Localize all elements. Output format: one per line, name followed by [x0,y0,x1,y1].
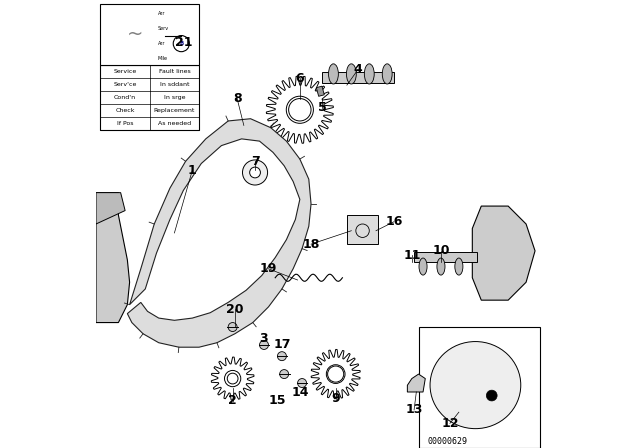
Text: Replacement: Replacement [154,108,195,113]
Text: Arr: Arr [157,11,165,16]
Circle shape [227,373,238,384]
Bar [100,4,199,65]
Text: 8: 8 [233,92,241,105]
Text: 2: 2 [228,394,237,408]
Text: 6: 6 [296,72,304,85]
Polygon shape [96,193,125,224]
Text: In sddant: In sddant [159,82,189,87]
Text: 12: 12 [441,417,459,430]
Bar [419,327,540,448]
Text: In srge: In srge [164,95,185,100]
Bar [323,72,394,83]
Ellipse shape [430,341,521,429]
Text: ~: ~ [127,25,143,44]
Polygon shape [407,374,425,392]
Text: 4: 4 [354,63,362,76]
Ellipse shape [346,64,356,84]
Circle shape [260,340,269,349]
Ellipse shape [437,258,445,275]
Text: 00000629: 00000629 [428,437,468,446]
Text: 1: 1 [188,164,196,177]
Text: 14: 14 [291,385,308,399]
Text: Serv: Serv [157,26,169,31]
Circle shape [228,323,237,332]
Text: 3: 3 [260,332,268,345]
Ellipse shape [455,258,463,275]
Text: Cond'n: Cond'n [114,95,136,100]
Polygon shape [472,206,535,300]
Text: 7: 7 [251,155,259,168]
Text: 20: 20 [226,302,244,316]
Text: Arr: Arr [157,41,165,46]
Bar [316,86,324,96]
Ellipse shape [419,258,427,275]
Text: 16: 16 [385,215,403,228]
Text: Fault lines: Fault lines [159,69,190,74]
Circle shape [243,160,268,185]
Text: 11: 11 [403,249,420,262]
Circle shape [278,352,287,361]
Text: Serv'ce: Serv'ce [113,82,137,87]
Text: Service: Service [113,69,137,74]
Ellipse shape [382,64,392,84]
Circle shape [250,167,260,178]
Text: 10: 10 [432,244,450,258]
Circle shape [328,366,344,382]
Text: B: B [179,41,184,46]
Text: As needed: As needed [158,121,191,126]
Text: Mile: Mile [157,56,168,61]
Ellipse shape [328,64,339,84]
Text: 15: 15 [269,394,286,408]
Circle shape [298,379,307,388]
Circle shape [280,370,289,379]
Text: 5: 5 [318,101,326,114]
Polygon shape [127,119,311,347]
Polygon shape [96,193,130,323]
Bar [100,65,199,130]
Bar [414,252,477,262]
Text: 17: 17 [273,338,291,352]
Circle shape [486,390,497,401]
Text: If Pos: If Pos [117,121,133,126]
Ellipse shape [364,64,374,84]
Text: 13: 13 [405,403,423,417]
Circle shape [289,99,311,121]
Bar [347,215,378,244]
Text: 9: 9 [332,392,340,405]
Text: 19: 19 [260,262,277,276]
Text: 21: 21 [175,36,192,49]
Text: Check: Check [115,108,135,113]
Text: 18: 18 [302,237,320,251]
Circle shape [173,35,189,52]
